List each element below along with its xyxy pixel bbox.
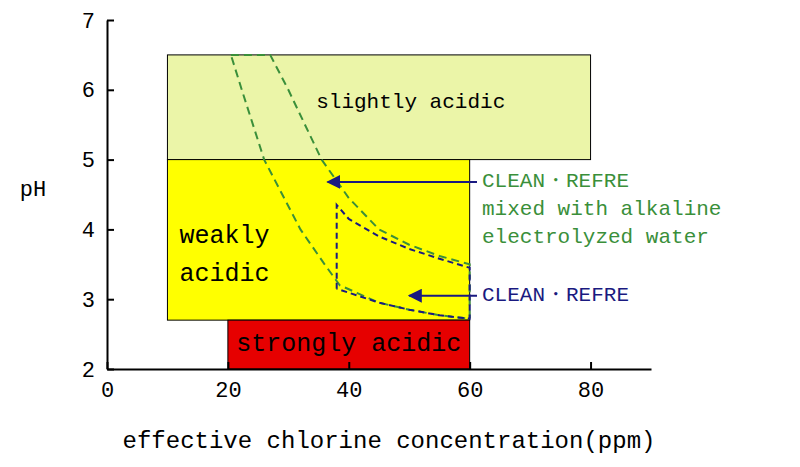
y-axis: 2 3 4 5 6 7 [82,10,114,384]
region [228,320,470,369]
tick-mark [107,159,114,161]
tick-mark [348,362,350,369]
axis-line [108,369,652,371]
y-axis-title: pH [20,178,46,203]
tick-label: 2 [82,359,95,384]
tick-mark [227,362,229,369]
tick-label: 6 [82,79,95,104]
chart: 0 20 40 60 80 2 3 4 5 6 7 effective chlorine concen… [0,0,800,467]
tick: 4 [82,219,114,244]
arrow [328,181,477,183]
x-axis-title: effective chlorine concentration(ppm) [123,428,656,455]
series-line [337,205,470,319]
tick-label: 40 [336,379,362,404]
tick: 3 [82,289,114,314]
tick-label: 20 [215,379,241,404]
region-label: slightly acidic [316,91,505,114]
tick: 2 [82,359,114,384]
tick-label: 0 [101,379,114,404]
tick: 40 [336,362,362,404]
tick: 7 [82,10,114,35]
region-label: acidic [180,260,270,289]
series-label: CLEAN・REFRE [482,284,629,307]
tick-mark [107,229,114,231]
tick-label: 80 [578,379,604,404]
tick-mark [107,369,114,371]
x-axis: 0 20 40 60 80 [101,362,652,404]
region [167,55,590,160]
tick-label: 4 [82,219,95,244]
tick-mark [469,362,471,369]
axis-line [107,21,109,370]
tick: 6 [82,79,114,104]
tick-label: 5 [82,149,95,174]
tick: 60 [457,362,483,404]
series-label: mixed with alkaline [482,198,721,221]
tick-mark [107,20,114,22]
region-label: weakly [180,222,270,251]
tick-label: 60 [457,379,483,404]
arrow [409,295,477,297]
tick: 80 [578,362,604,404]
tick-mark [590,362,592,369]
tick-label: 7 [82,10,95,35]
series-label: electrolyzed water [482,226,709,249]
tick: 20 [215,362,241,404]
tick-mark [107,299,114,301]
tick: 5 [82,149,114,174]
tick-label: 3 [82,289,95,314]
tick-mark [107,89,114,91]
series-label: CLEAN・REFRE [482,170,629,193]
region-label: strongly acidic [236,330,461,359]
